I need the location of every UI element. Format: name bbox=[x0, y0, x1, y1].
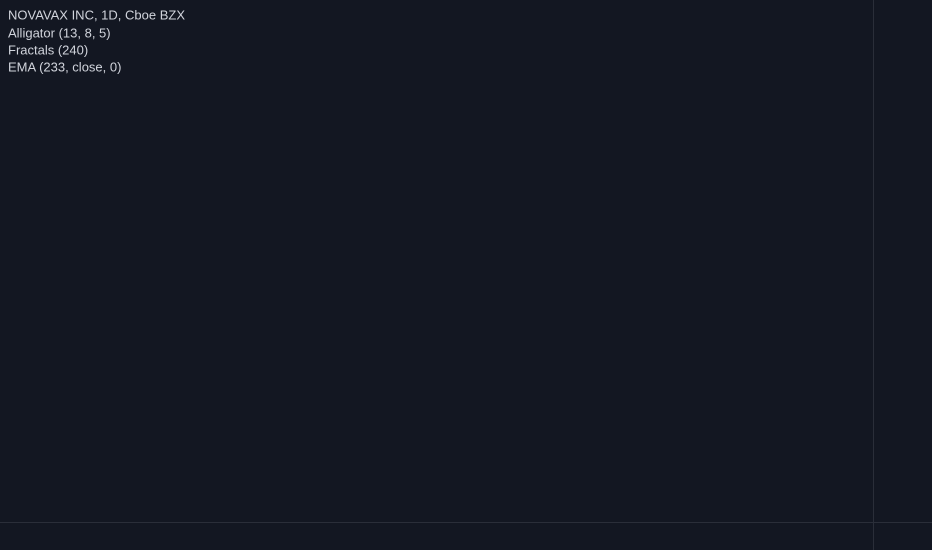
chart-title: NOVAVAX INC, 1D, Cboe BZX bbox=[8, 7, 185, 22]
indicator-label: Fractals (240) bbox=[8, 42, 88, 57]
indicator-label: EMA (233, close, 0) bbox=[8, 59, 121, 74]
indicator-label: Alligator (13, 8, 5) bbox=[8, 25, 111, 40]
